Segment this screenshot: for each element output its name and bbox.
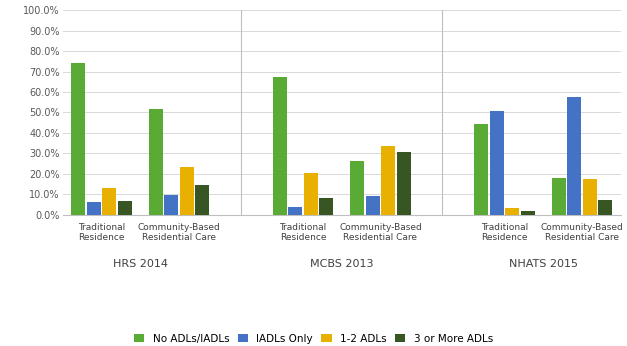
Text: Traditional
Residence: Traditional Residence [78, 223, 125, 242]
Bar [71, 63, 85, 215]
Legend: No ADLs/IADLs, IADLs Only, 1-2 ADLs, 3 or More ADLs: No ADLs/IADLs, IADLs Only, 1-2 ADLs, 3 o… [130, 329, 497, 346]
Text: Traditional
Residence: Traditional Residence [481, 223, 528, 242]
Text: NHATS 2015: NHATS 2015 [508, 259, 577, 269]
Bar [520, 211, 535, 215]
Bar [102, 188, 117, 215]
Bar [350, 162, 364, 215]
Bar [118, 201, 132, 215]
Bar [179, 166, 194, 215]
Bar [381, 146, 396, 215]
Bar [149, 109, 163, 215]
Bar [288, 207, 302, 215]
Bar [273, 77, 287, 215]
Text: MCBS 2013: MCBS 2013 [310, 259, 374, 269]
Bar [598, 200, 613, 215]
Bar [490, 111, 504, 215]
Bar [366, 196, 380, 215]
Bar [474, 124, 488, 215]
Bar [582, 179, 597, 215]
Text: HRS 2014: HRS 2014 [113, 259, 167, 269]
Text: Traditional
Residence: Traditional Residence [280, 223, 327, 242]
Bar [505, 208, 519, 215]
Text: Community-Based
Residential Care: Community-Based Residential Care [339, 223, 422, 242]
Bar [87, 202, 101, 215]
Text: Community-Based
Residential Care: Community-Based Residential Care [137, 223, 220, 242]
Text: Community-Based
Residential Care: Community-Based Residential Care [540, 223, 623, 242]
Bar [552, 178, 566, 215]
Bar [195, 185, 209, 215]
Bar [397, 152, 411, 215]
Bar [319, 198, 334, 215]
Bar [164, 195, 178, 215]
Bar [567, 97, 581, 215]
Bar [303, 173, 318, 215]
